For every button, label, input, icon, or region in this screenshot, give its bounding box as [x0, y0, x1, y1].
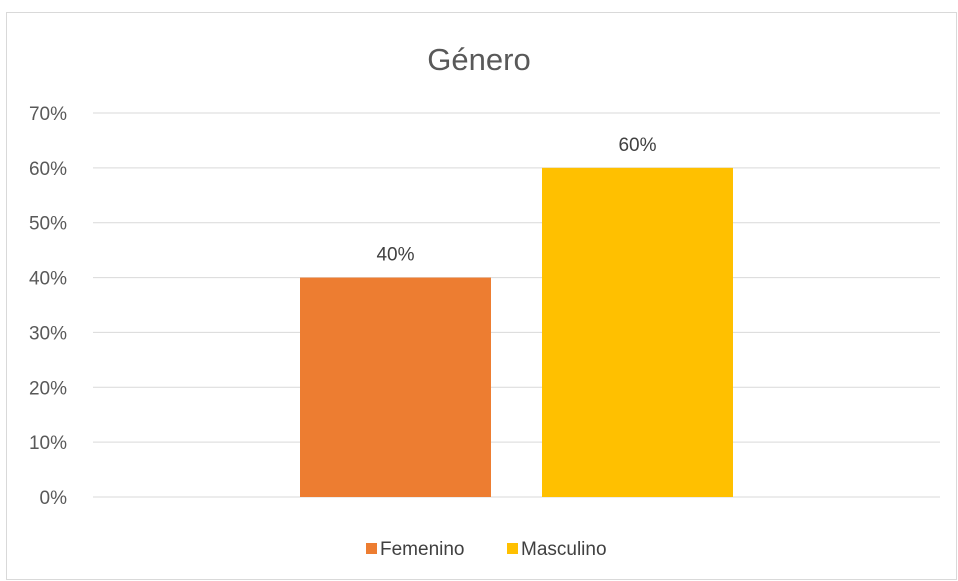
legend-label-femenino: Femenino — [380, 539, 465, 560]
y-tick-label: 20% — [29, 378, 67, 399]
legend-swatch-masculino — [507, 543, 518, 554]
bar-masculino — [542, 167, 733, 497]
gridlines — [93, 112, 940, 498]
y-tick-label: 40% — [29, 269, 67, 290]
y-tick-label: 30% — [29, 323, 67, 344]
y-axis-tick-labels: 0% 10% 20% 30% 40% 50% 60% 70% — [29, 104, 67, 509]
data-label-masculino: 60% — [618, 135, 656, 156]
data-label-femenino: 40% — [376, 245, 414, 266]
legend: Femenino Masculino — [366, 539, 607, 560]
y-tick-label: 0% — [40, 488, 68, 509]
y-tick-label: 60% — [29, 159, 67, 180]
y-tick-label: 10% — [29, 433, 67, 454]
legend-swatch-femenino — [366, 543, 377, 554]
bar-femenino — [300, 277, 491, 497]
data-labels: 40% 60% — [376, 135, 656, 266]
y-tick-label: 50% — [29, 214, 67, 235]
chart-title: Género — [427, 42, 530, 77]
legend-label-masculino: Masculino — [521, 539, 607, 560]
bars — [300, 167, 733, 497]
y-tick-label: 70% — [29, 104, 67, 125]
